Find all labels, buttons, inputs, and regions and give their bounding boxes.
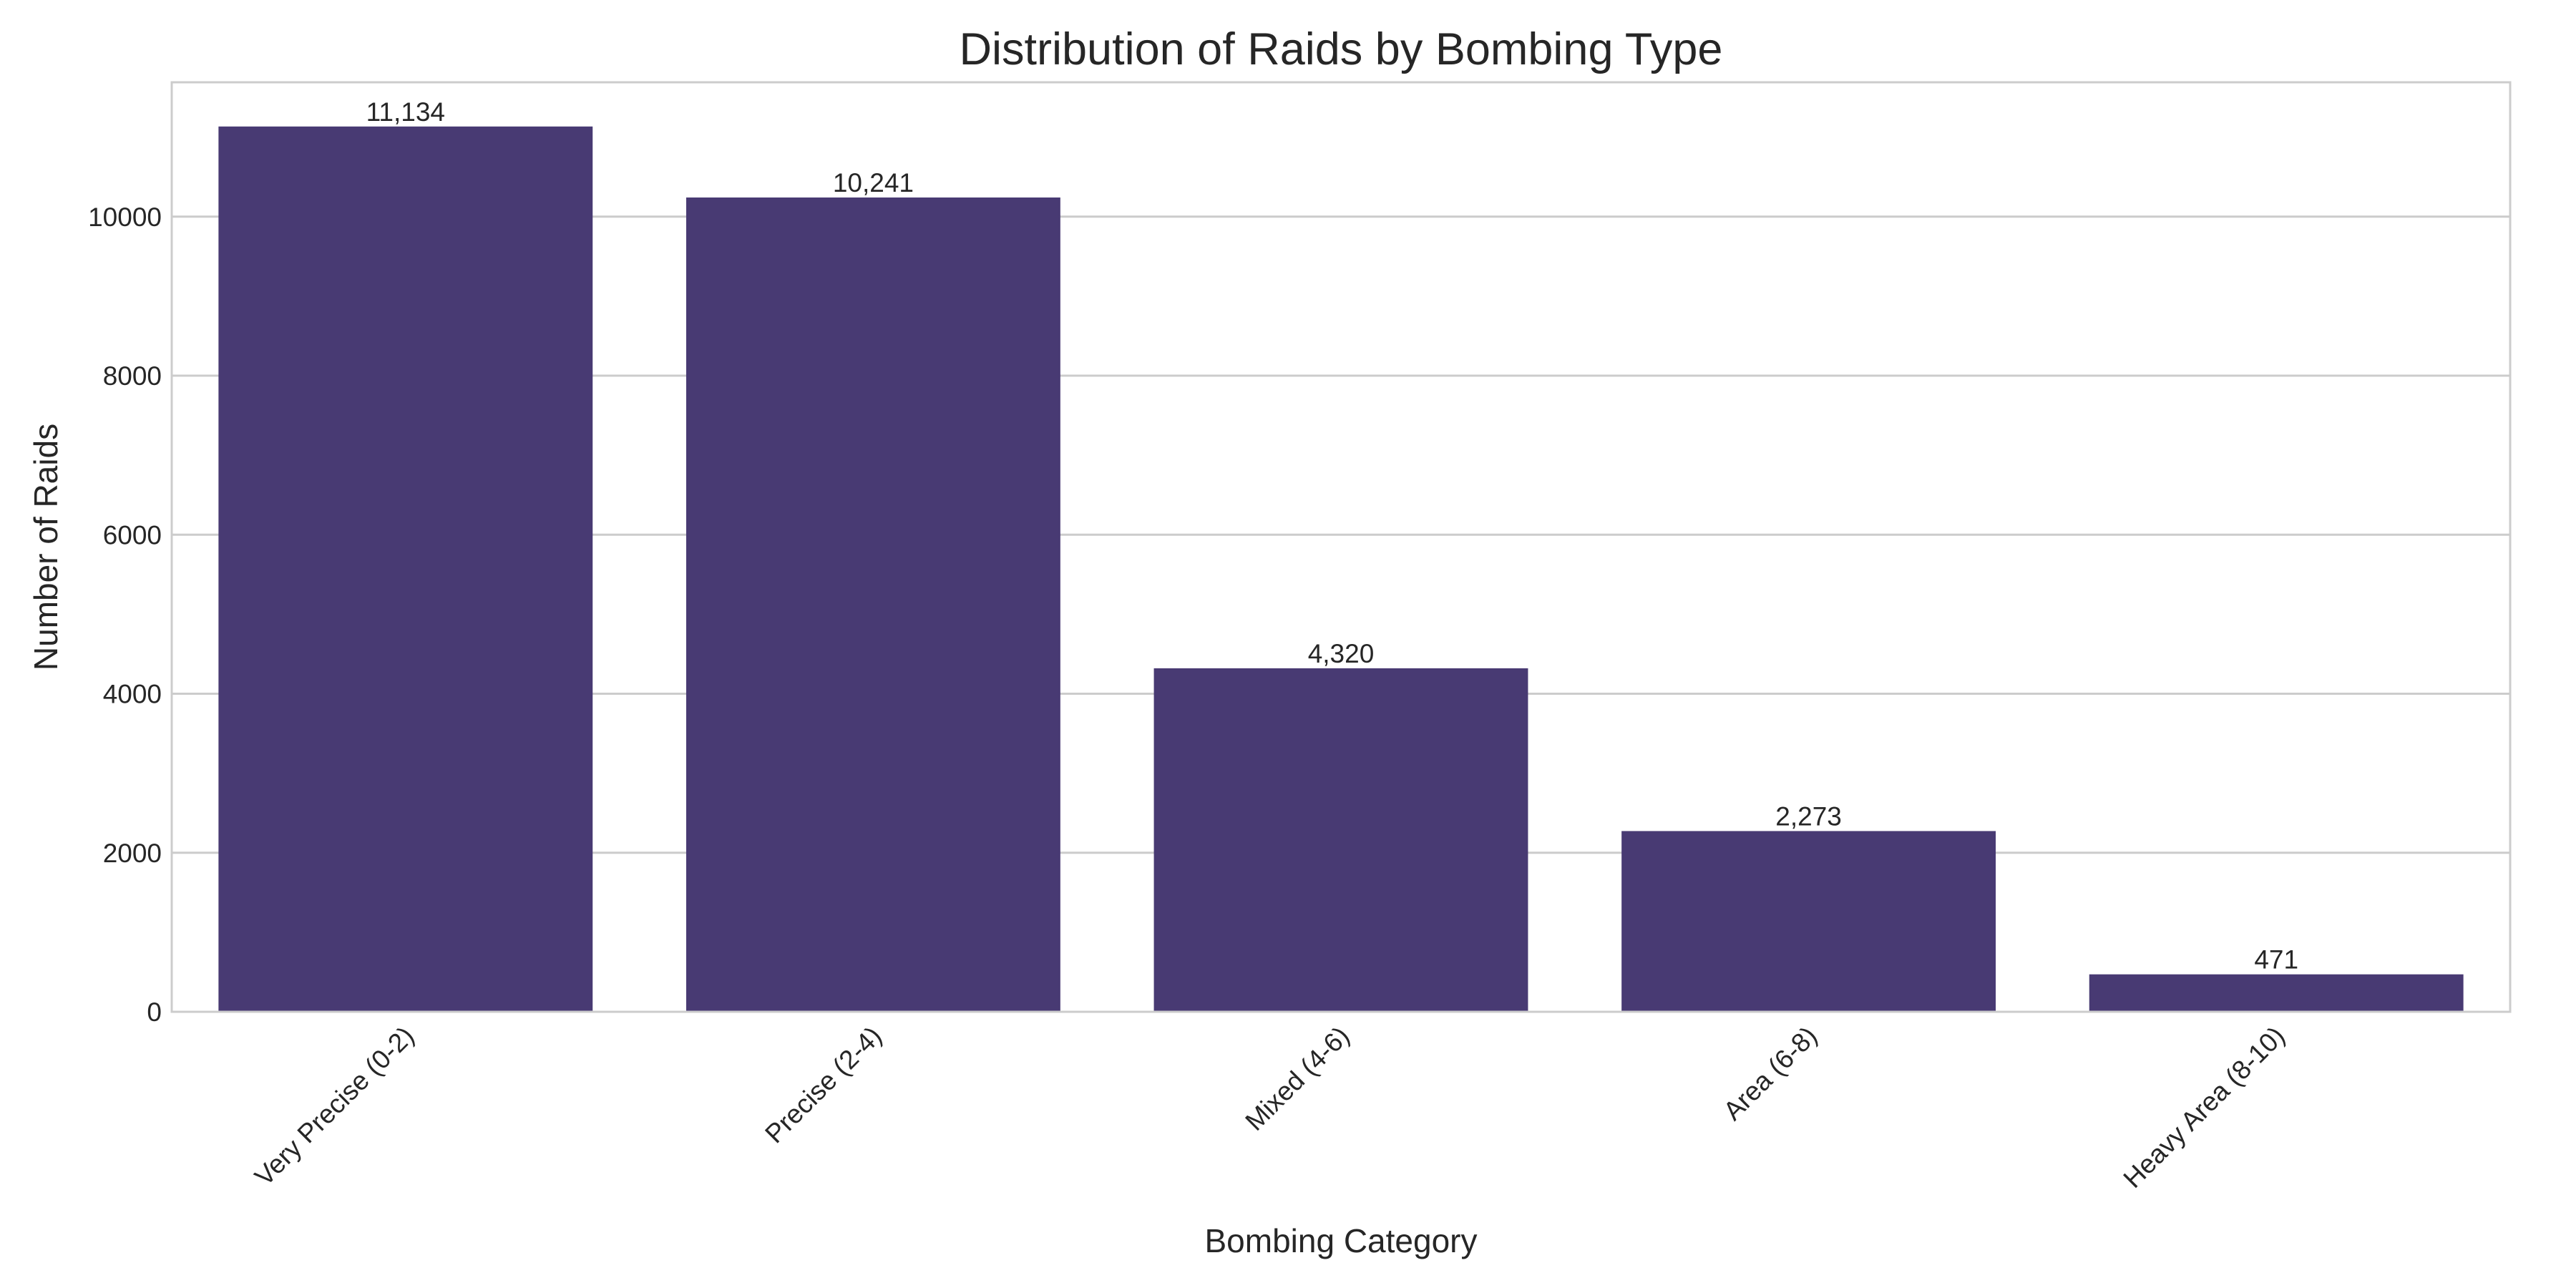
y-tick-labels: 0 2000 4000 6000 8000 10000 [88,203,162,1027]
y-tick-label: 4000 [103,680,162,709]
bar [1153,668,1528,1012]
bar-value-label: 11,134 [366,97,445,127]
y-tick-label: 10000 [88,203,162,232]
y-tick-label: 8000 [103,361,162,391]
y-axis-label: Number of Raids [27,424,64,670]
bar [218,126,593,1012]
chart-title: Distribution of Raids by Bombing Type [960,24,1723,74]
x-axis-label: Bombing Category [1205,1222,1478,1259]
bar-value-label: 2,273 [1775,801,1842,831]
y-tick-label: 0 [147,997,162,1027]
plot-frame [170,81,2512,1013]
bar-value-label: 10,241 [833,168,914,197]
bar-value-label: 4,320 [1308,639,1375,668]
y-tick-label: 6000 [103,520,162,550]
bar [686,197,1060,1012]
y-tick-label: 2000 [103,839,162,868]
bars [218,126,2464,1012]
bar [1621,831,1996,1012]
bar-value-label: 471 [2254,945,2298,975]
bar-value-labels: 11,134 10,241 4,320 2,273 471 [366,97,2298,975]
bar [2089,974,2464,1012]
